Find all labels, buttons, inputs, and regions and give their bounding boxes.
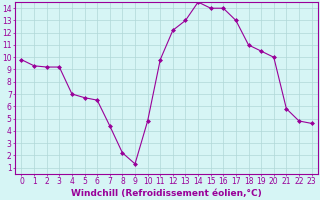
X-axis label: Windchill (Refroidissement éolien,°C): Windchill (Refroidissement éolien,°C) [71, 189, 262, 198]
